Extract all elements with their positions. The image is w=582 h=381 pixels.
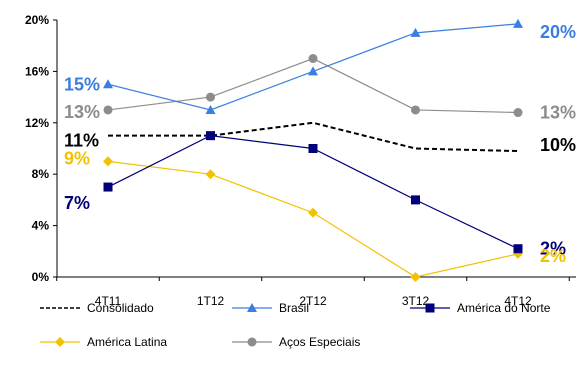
- legend-label-consolidado: Consolidado: [87, 301, 154, 315]
- data-point-acos-especiais: [103, 105, 113, 115]
- data-point-brasil: [103, 79, 113, 89]
- data-point-acos-especiais: [206, 92, 215, 102]
- legend-item-brasil: Brasil: [232, 301, 309, 315]
- data-point-america-do-norte: [411, 195, 420, 205]
- legend-label-acos-especiais: Aços Especiais: [279, 335, 360, 349]
- data-label-end-consolidado: 10%: [540, 135, 576, 155]
- y-tick-label: 20%: [25, 13, 49, 27]
- data-point-america-do-norte: [513, 244, 523, 254]
- legend-item-america-do-norte: América do Norte: [410, 301, 551, 315]
- legend-label-america-latina: América Latina: [87, 335, 167, 349]
- data-point-america-do-norte: [206, 131, 215, 141]
- data-label-start-brasil: 15%: [64, 74, 100, 94]
- data-point-america-do-norte: [308, 144, 318, 153]
- legend-label-brasil: Brasil: [279, 301, 309, 315]
- data-point-america-do-norte: [103, 182, 113, 192]
- legend-marker-america-latina: [55, 337, 65, 347]
- data-label-start-america-do-norte: 7%: [64, 193, 90, 213]
- y-tick-label: 4%: [32, 219, 50, 233]
- series-america-latina: [103, 156, 523, 282]
- y-tick-label: 0%: [32, 270, 50, 284]
- data-point-acos-especiais: [513, 108, 523, 118]
- x-tick-label: 2T12: [299, 294, 327, 308]
- data-point-america-latina: [308, 207, 318, 218]
- data-label-end-america-do-norte: 2%: [540, 239, 566, 259]
- x-tick-label: 3T12: [402, 294, 430, 308]
- legend-marker-acos-especiais: [247, 337, 257, 347]
- data-label-end-acos-especiais: 13%: [540, 103, 576, 123]
- y-tick-label: 8%: [32, 167, 50, 181]
- data-point-brasil: [308, 66, 318, 76]
- legend-label-america-do-norte: América do Norte: [457, 301, 551, 315]
- series-line-consolidado: [108, 121, 519, 153]
- data-point-america-latina: [410, 272, 421, 282]
- data-point-acos-especiais: [411, 105, 420, 115]
- x-tick-label: 1T12: [197, 294, 225, 308]
- legend-marker-brasil: [247, 303, 257, 312]
- legend-item-acos-especiais: Aços Especiais: [232, 335, 360, 349]
- series-acos-especiais: [103, 54, 523, 118]
- y-tick-label: 16%: [25, 64, 49, 78]
- x-tick-label: 4T11: [95, 294, 122, 308]
- data-point-brasil: [513, 18, 523, 28]
- data-label-start-america-latina: 9%: [64, 148, 90, 168]
- y-tick-label: 12%: [25, 116, 49, 130]
- data-label-end-brasil: 20%: [540, 22, 576, 42]
- data-point-acos-especiais: [308, 54, 318, 64]
- series-brasil: [103, 18, 523, 114]
- legend-item-consolidado: Consolidado: [40, 301, 154, 315]
- data-label-end-america-latina: 2%: [540, 246, 566, 266]
- legend-item-america-latina: América Latina: [40, 335, 167, 349]
- legend-marker-america-do-norte: [425, 303, 435, 313]
- data-point-america-latina: [103, 156, 113, 167]
- x-tick-label: 4T12: [504, 294, 532, 308]
- data-point-america-latina: [205, 169, 216, 180]
- data-point-brasil: [205, 104, 216, 114]
- data-label-start-consolidado: 11%: [64, 131, 99, 151]
- series-america-do-norte: [103, 131, 523, 254]
- data-label-start-acos-especiais: 13%: [64, 102, 100, 122]
- series-consolidado: [108, 121, 519, 153]
- data-point-brasil: [410, 27, 421, 37]
